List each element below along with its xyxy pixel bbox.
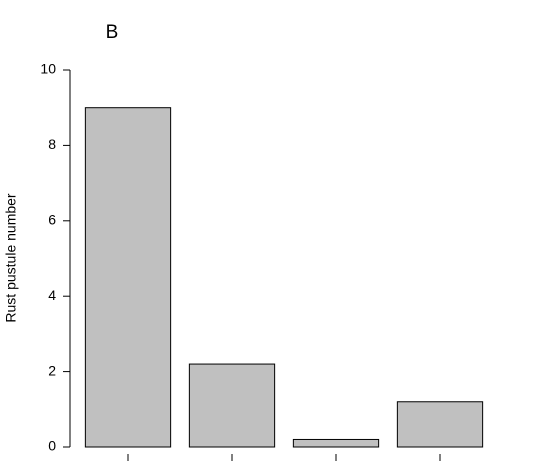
bar [84,107,172,448]
bar [188,363,276,448]
y-tick-label: 0 [48,438,56,454]
y-tick-label: 10 [40,61,56,77]
chart-title: B [106,22,119,43]
y-tick-label: 6 [48,212,56,228]
y-tick-label: 8 [48,136,56,152]
y-tick-label: 4 [48,287,56,303]
bar [292,438,380,448]
y-tick-label: 2 [48,362,56,378]
bar [396,401,484,448]
y-axis-label: Rust pustule number [3,193,19,323]
